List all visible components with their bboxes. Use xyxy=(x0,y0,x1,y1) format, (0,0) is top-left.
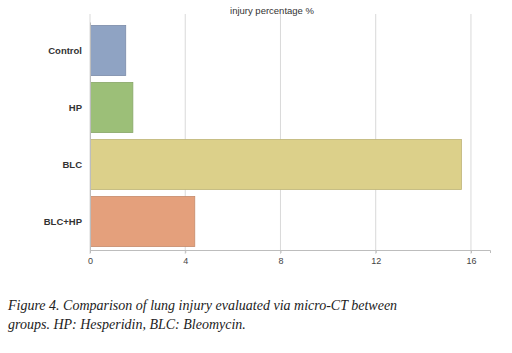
category-label: BLC xyxy=(62,159,82,170)
tick: Control xyxy=(48,45,82,56)
category-label: HP xyxy=(69,102,83,113)
chart: 0 4 8 12 16 Control HP BLC BLC+HP injury percenta… xyxy=(0,0,512,353)
bar xyxy=(90,25,126,75)
plot: 0 4 8 12 16 Control HP BLC BLC+HP xyxy=(44,14,491,266)
tick-label: 8 xyxy=(278,256,283,266)
caption: Figure 4. Comparison of lung injury eval… xyxy=(7,298,397,332)
tick: 0 xyxy=(88,250,93,266)
bar xyxy=(90,139,461,189)
grid xyxy=(90,14,471,254)
x-axis: 0 4 8 12 16 xyxy=(88,250,491,266)
bar xyxy=(90,82,133,132)
tick-mark xyxy=(471,250,472,253)
tick: BLC xyxy=(62,159,82,170)
axis-line xyxy=(90,23,91,251)
tick-mark xyxy=(376,250,377,253)
tick: HP xyxy=(69,102,83,113)
category-label: BLC+HP xyxy=(44,216,83,227)
title: injury percentage % xyxy=(230,5,315,16)
grid-line xyxy=(375,14,376,254)
tick-mark xyxy=(185,250,186,253)
bars xyxy=(90,25,461,246)
grid-line xyxy=(90,14,91,254)
tick: BLC+HP xyxy=(44,216,83,227)
caption-line: groups. HP: Hesperidin, BLC: Bleomycin. xyxy=(8,317,246,332)
tick-mark xyxy=(280,250,281,253)
tick: 16 xyxy=(466,250,476,266)
axis-line xyxy=(91,251,491,254)
tick-label: 16 xyxy=(466,256,476,266)
y-axis: Control HP BLC BLC+HP xyxy=(44,23,91,251)
grid-line xyxy=(280,14,281,254)
tick-label: 0 xyxy=(88,256,93,266)
tick: 8 xyxy=(278,250,283,266)
tick-label: 4 xyxy=(183,256,188,266)
bar xyxy=(90,196,195,246)
tick: 12 xyxy=(371,250,381,266)
tick: 4 xyxy=(183,250,188,266)
tick-label: 12 xyxy=(371,256,381,266)
category-label: Control xyxy=(48,45,82,56)
grid-line xyxy=(470,14,471,254)
caption-line: Figure 4. Comparison of lung injury eval… xyxy=(7,298,397,313)
